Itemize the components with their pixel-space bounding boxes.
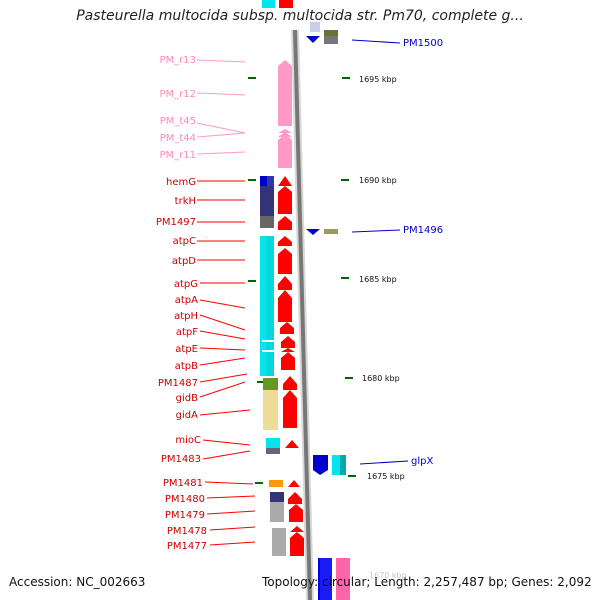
label-glpX: glpX	[411, 456, 433, 467]
label-PM1487: PM1487	[158, 378, 198, 389]
feature-mioC-cyan	[266, 438, 280, 448]
left-gene-labels[interactable]: PM_r13 PM_r12 PM_t45 PM_t44 PM_r11 hemG …	[156, 55, 207, 552]
left-connectors	[196, 59, 256, 546]
gene-features[interactable]	[260, 0, 304, 556]
right-ruler	[341, 77, 356, 477]
label-PM1479: PM1479	[165, 510, 205, 521]
feature-PM1478-gray	[272, 528, 286, 556]
right-connectors	[351, 39, 409, 465]
label-trkH: trkH	[175, 196, 196, 207]
feature-gidB-khaki	[263, 390, 278, 430]
right-features[interactable]	[306, 22, 350, 600]
feature-PM1478	[290, 526, 304, 532]
feature-PM1497-gray	[260, 216, 274, 228]
label-atpC: atpC	[173, 236, 196, 247]
label-PM1500: PM1500	[403, 38, 443, 49]
feature-atpC	[278, 236, 292, 246]
label-PM1497: PM1497	[156, 217, 196, 228]
genome-backbone	[291, 29, 314, 600]
feature-mioC	[285, 440, 299, 448]
label-atpH: atpH	[174, 311, 198, 322]
label-PM_r13: PM_r13	[160, 55, 197, 66]
scale-1695: 1695 kbp	[359, 75, 397, 84]
feature-PM1479-gray	[270, 502, 284, 522]
label-PM1478: PM1478	[167, 526, 207, 537]
label-atpE: atpE	[175, 344, 198, 355]
left-ruler	[248, 77, 265, 484]
feature-PM1487-olive	[263, 378, 278, 390]
right-gene-labels[interactable]: PM1500 PM1496 glpX	[403, 38, 443, 467]
label-gidB: gidB	[176, 393, 198, 404]
feature-hemG-blue	[260, 176, 269, 186]
label-PM1496: PM1496	[403, 225, 443, 236]
feature-PM1477	[290, 532, 304, 556]
label-PM1481: PM1481	[163, 478, 203, 489]
label-PM_r12: PM_r12	[160, 89, 197, 100]
label-gidA: gidA	[176, 410, 198, 421]
scale-1675: 1675 kbp	[367, 472, 405, 481]
scale-1670: 1670 kbp	[369, 571, 407, 580]
label-PM1483: PM1483	[161, 454, 201, 465]
feature-atpF	[281, 336, 295, 348]
label-atpA: atpA	[175, 295, 198, 306]
map-title: Pasteurella multocida subsp. multocida s…	[76, 8, 524, 24]
feature-PM1496-blue	[306, 229, 320, 235]
label-mioC: mioC	[175, 435, 201, 446]
feature-atpB	[281, 352, 295, 370]
label-atpD: atpD	[172, 256, 196, 267]
feature-glpX-blue	[313, 455, 328, 475]
feature-PM1497	[278, 216, 292, 230]
feature-PM1500-blue	[306, 36, 320, 43]
feature-PM_r13	[278, 60, 292, 66]
feature-PM1480	[288, 492, 302, 504]
feature-PM1496	[324, 229, 338, 234]
label-atpF: atpF	[176, 327, 198, 338]
label-PM_t44: PM_t44	[160, 133, 196, 144]
feature-atpG	[278, 276, 292, 290]
feature-PM_r12	[278, 66, 292, 126]
feature-PM1481-orange	[269, 480, 283, 487]
scale-1690: 1690 kbp	[359, 176, 397, 185]
label-PM_t45: PM_t45	[160, 116, 196, 127]
feature-atpE	[281, 348, 295, 352]
feature-trkH	[278, 186, 292, 214]
label-atpG: atpG	[174, 279, 198, 290]
label-PM_r11: PM_r11	[160, 150, 197, 161]
accession-text: Accession: NC_002663	[9, 575, 146, 589]
feature-PM_r11	[278, 134, 292, 168]
feature-PM1480-navy	[270, 492, 284, 502]
scale-1680: 1680 kbp	[362, 374, 400, 383]
label-PM1480: PM1480	[165, 494, 205, 505]
scale-1685: 1685 kbp	[359, 275, 397, 284]
feature-hemG	[278, 176, 292, 186]
feature-PM1487	[283, 376, 297, 390]
feature-atpA	[278, 290, 292, 322]
label-atpB: atpB	[175, 361, 198, 372]
feature-PM_t45	[278, 129, 292, 133]
feature-atpH	[280, 322, 294, 334]
topology-info-text: Topology: circular; Length: 2,257,487 bp…	[262, 575, 592, 589]
feature-PM1481	[288, 480, 300, 487]
feature-PM1500	[324, 36, 338, 44]
label-PM1477: PM1477	[167, 541, 207, 552]
feature-atpD	[278, 248, 292, 274]
feature-PM1479	[289, 504, 303, 522]
feature-gidB	[283, 390, 297, 428]
label-hemG: hemG	[166, 177, 196, 188]
feature-trkH-navy	[260, 186, 274, 216]
feature-PM1483-gray	[266, 448, 280, 454]
